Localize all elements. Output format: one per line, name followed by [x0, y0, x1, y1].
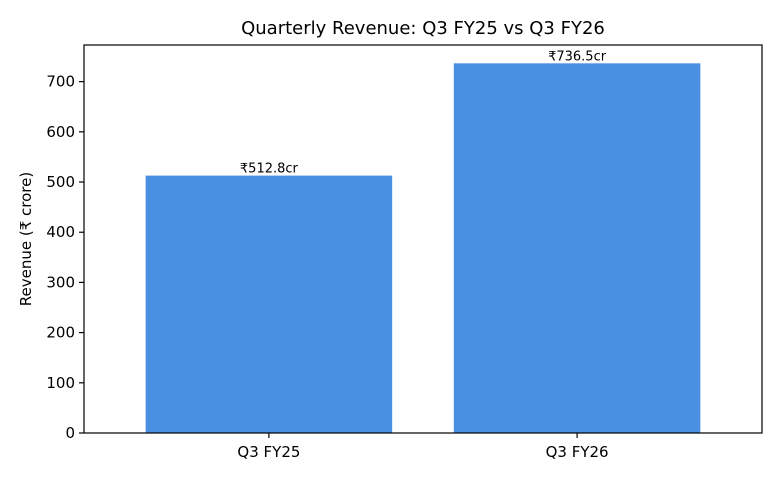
bar-value-label: ₹736.5cr [548, 49, 607, 64]
x-tick-label: Q3 FY26 [546, 443, 609, 461]
bar-1 [145, 175, 393, 433]
y-tick-label: 100 [46, 374, 75, 392]
bar-value-label: ₹512.8cr [240, 162, 299, 177]
axes-frame [83, 44, 763, 434]
y-tick-label: 300 [46, 273, 75, 291]
y-tick-label: 0 [65, 424, 75, 442]
y-tick-label: 600 [46, 123, 75, 141]
chart-title: Quarterly Revenue: Q3 FY25 vs Q3 FY26 [241, 18, 605, 39]
y-axis-label: Revenue (₹ crore) [17, 172, 35, 306]
y-tick-label: 700 [46, 73, 75, 91]
plot-area: ₹512.8cr Q3 FY25 ₹736.5cr Q3 FY26 0 100 200 300… [46, 44, 763, 461]
y-tick-label: 500 [46, 173, 75, 191]
y-tick-label: 400 [46, 223, 75, 241]
bar-2 [453, 63, 701, 433]
x-tick-label: Q3 FY25 [237, 443, 300, 461]
y-tick-label: 200 [46, 324, 75, 342]
